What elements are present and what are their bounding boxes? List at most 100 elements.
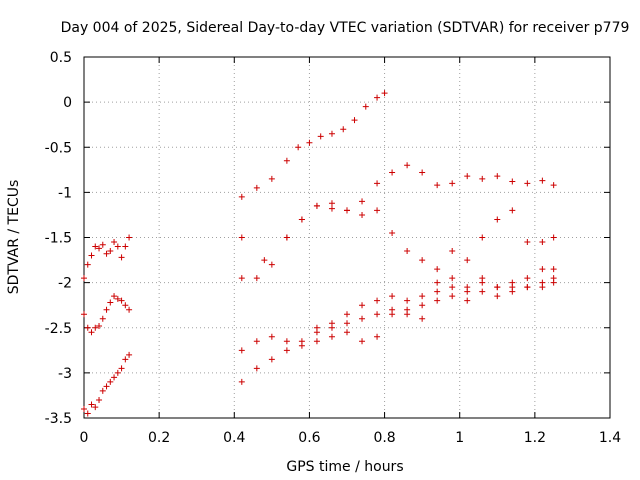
data-point [389,311,396,318]
data-point [313,338,320,345]
data-point [107,248,114,255]
data-point [550,279,557,286]
data-point [283,347,290,354]
data-point [359,315,366,322]
data-point [479,234,486,241]
data-point [238,378,245,385]
data-point [550,266,557,273]
data-point [509,288,516,295]
x-tick-label: 1 [455,430,464,446]
data-point [238,193,245,200]
data-point [103,306,110,313]
data-point [494,284,501,291]
data-point [261,257,268,264]
data-point [107,299,114,306]
data-point [524,275,531,282]
data-point [449,275,456,282]
data-point [126,234,133,241]
data-point [328,333,335,340]
data-point [253,338,260,345]
data-point [238,275,245,282]
data-point [434,297,441,304]
series-early-top [81,234,133,282]
data-point [509,178,516,185]
data-point [92,404,99,411]
data-point [539,266,546,273]
data-point [298,216,305,223]
data-point [111,239,118,246]
data-point [298,338,305,345]
x-tick-label: 0.8 [373,430,395,446]
data-point [404,297,411,304]
data-point [81,311,87,318]
data-point [344,207,350,214]
data-point [253,184,260,191]
data-point [84,410,91,417]
data-point [351,117,358,124]
y-axis-label: SDTVAR / TECUs [6,180,22,295]
data-point [524,284,531,291]
data-point [449,293,456,300]
y-tick-label: -2.5 [45,321,72,337]
data-point [88,329,95,336]
data-point [88,252,95,259]
data-point [494,293,501,300]
data-point [118,365,125,372]
data-point [84,261,91,268]
x-tick-label: 0.6 [298,430,320,446]
data-point [114,295,121,302]
data-point [419,257,426,264]
data-point [238,234,245,241]
data-point [122,243,129,250]
data-point [524,180,531,187]
data-point [344,329,350,336]
data-point [96,322,103,329]
data-point [122,302,129,309]
data-point [313,202,320,209]
y-tick-label: 0.5 [50,50,72,66]
data-point [374,180,381,187]
data-point [359,338,366,345]
data-point [122,356,129,363]
data-point [118,254,125,261]
data-point [111,374,118,381]
data-point [344,320,350,327]
data-point [313,329,320,336]
data-point [389,169,396,176]
data-point [464,297,471,304]
y-tick-label: -1.5 [45,231,72,247]
data-point [449,248,456,255]
data-point [253,365,260,372]
data-point [344,311,350,318]
data-point [111,293,118,300]
data-point [92,324,99,331]
y-tick-label: -3 [58,366,72,382]
data-point [268,333,275,340]
data-point [81,405,87,412]
data-point [107,378,114,385]
data-point [359,302,366,309]
data-point [494,173,501,180]
data-point [84,324,91,331]
data-point [374,94,381,101]
series-early-bottom [81,351,133,417]
y-tick-label: 0 [63,95,72,111]
data-point [539,177,546,184]
series-arc-upper [238,162,557,282]
data-point [434,279,441,286]
data-point [118,297,125,304]
data-point [359,198,366,205]
data-point [509,207,516,214]
data-point [419,315,426,322]
data-point [99,315,106,322]
data-point [434,288,441,295]
data-point [374,333,381,340]
data-point [306,139,313,146]
data-point [238,347,245,354]
data-point [253,275,260,282]
data-point [419,293,426,300]
data-point [126,306,133,313]
data-point [283,234,290,241]
data-point [114,243,121,250]
data-point [434,266,441,273]
